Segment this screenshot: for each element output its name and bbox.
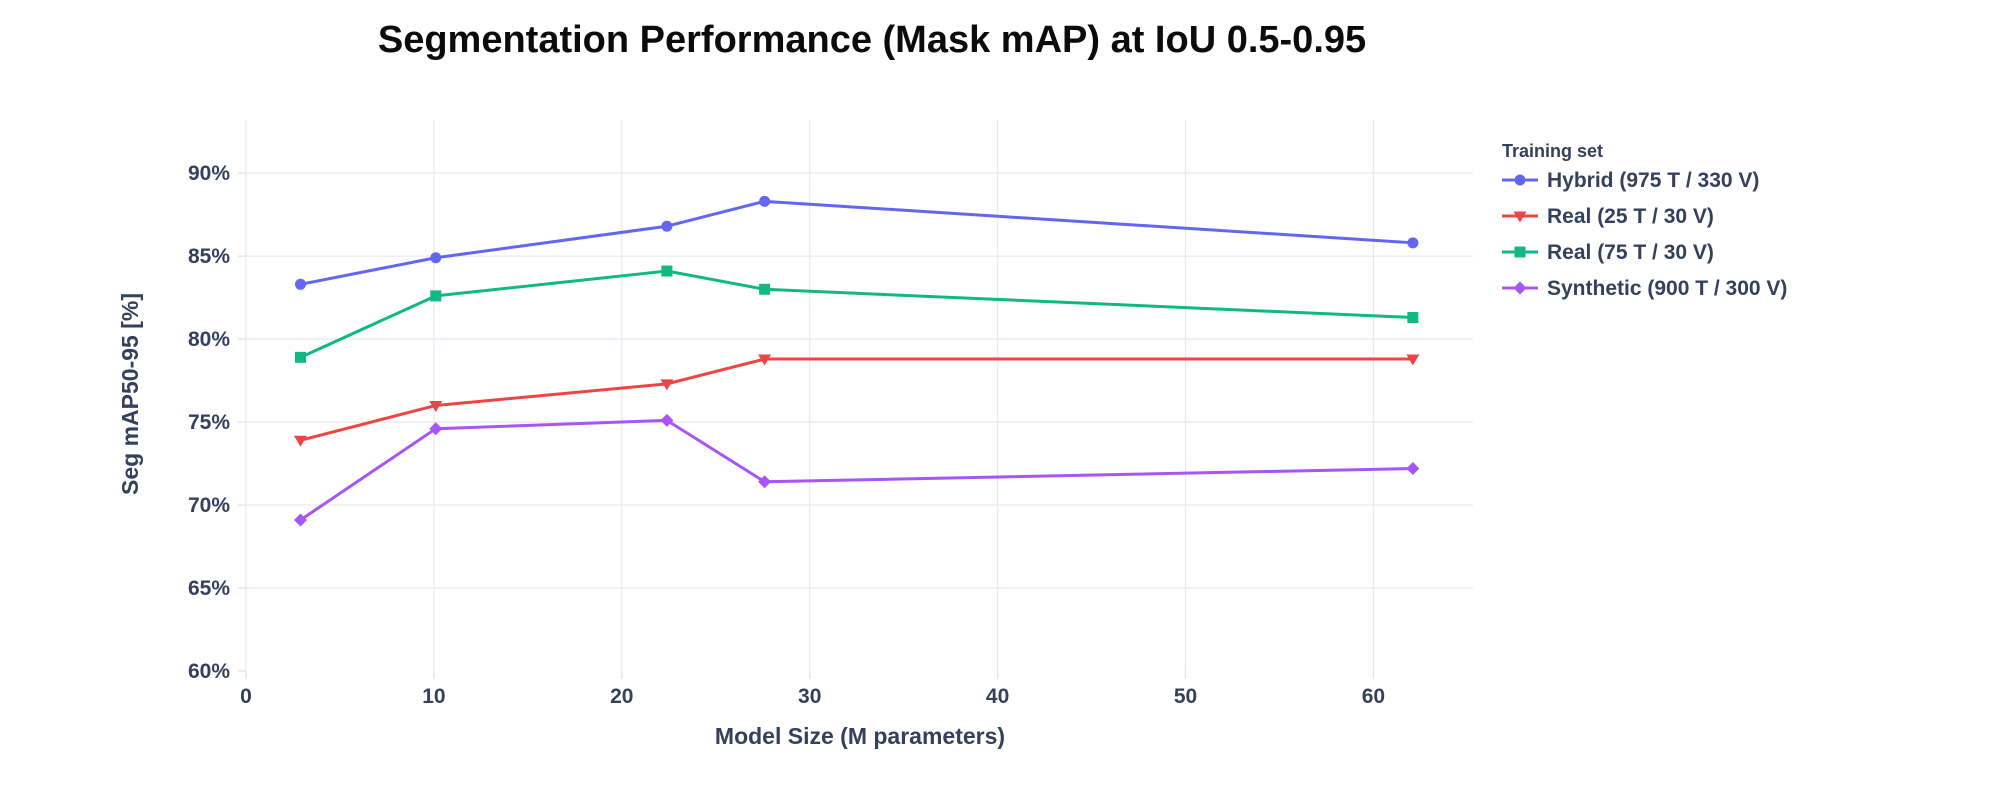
y-axis-title: Seg mAP50-95 [%]	[117, 293, 143, 495]
grid-layer	[245, 120, 1473, 671]
series-marker-2	[1407, 311, 1419, 323]
x-tick-label: 40	[986, 685, 1009, 708]
legend-title: Training set	[1502, 141, 1603, 161]
x-tick-label: 20	[610, 685, 633, 708]
chart-title: Segmentation Performance (Mask mAP) at I…	[378, 19, 1366, 61]
y-tick-label: 90%	[188, 162, 230, 185]
series-marker-2	[661, 265, 673, 277]
legend-item-0: Hybrid (975 T / 330 V)	[1502, 169, 1759, 192]
y-tick-label: 70%	[188, 494, 230, 517]
series-marker-3	[293, 513, 307, 527]
series-marker-0	[759, 195, 771, 207]
series-marker-0	[294, 278, 306, 290]
legend-marker	[1513, 211, 1527, 223]
x-tick-label: 10	[422, 685, 445, 708]
legend-label: Real (25 T / 30 V)	[1547, 205, 1714, 228]
legend: Training set Hybrid (975 T / 330 V) Real …	[1502, 141, 1787, 300]
y-tick-label: 65%	[188, 577, 230, 600]
x-tick-label: 50	[1174, 685, 1197, 708]
legend-label: Real (75 T / 30 V)	[1547, 241, 1714, 264]
legend-item-2: Real (75 T / 30 V)	[1502, 241, 1714, 264]
series-marker-3	[429, 422, 443, 436]
series-marker-2	[294, 351, 306, 363]
x-axis-title: Model Size (M parameters)	[715, 723, 1005, 749]
series-marker-1	[660, 379, 674, 391]
series-line-0	[298, 199, 1415, 286]
series-marker-3	[1406, 462, 1420, 476]
legend-item-3: Synthetic (900 T / 300 V)	[1502, 277, 1787, 300]
y-tick-label: 60%	[188, 660, 230, 683]
x-tick-label: 60	[1362, 685, 1385, 708]
x-tick-label: 30	[798, 685, 821, 708]
y-tick-label: 75%	[188, 411, 230, 434]
series-line-2	[298, 269, 1415, 359]
series-marker-0	[661, 220, 673, 232]
series-marker-3	[660, 413, 674, 427]
series-marker-1	[758, 354, 772, 366]
series-marker-1	[429, 400, 443, 412]
legend-marker	[1514, 174, 1526, 186]
series-layer	[293, 195, 1420, 527]
legend-marker	[1514, 246, 1526, 258]
legend-label: Synthetic (900 T / 300 V)	[1547, 277, 1787, 300]
series-marker-2	[759, 283, 771, 295]
legend-item-1: Real (25 T / 30 V)	[1502, 205, 1714, 228]
series-marker-1	[293, 435, 307, 447]
y-tick-label: 80%	[188, 328, 230, 351]
series-marker-0	[1407, 237, 1419, 249]
series-marker-3	[758, 475, 772, 489]
y-tick-label: 85%	[188, 245, 230, 268]
legend-label: Hybrid (975 T / 330 V)	[1547, 169, 1759, 192]
tick-layer: 0 10 20 30 40 50 60 60% 65% 70% 75% 80% 85% 90%	[188, 162, 1385, 708]
x-tick-label: 0	[240, 685, 252, 708]
series-marker-2	[430, 290, 442, 302]
legend-marker	[1513, 281, 1527, 295]
series-marker-1	[1406, 354, 1420, 366]
series-marker-0	[430, 252, 442, 264]
